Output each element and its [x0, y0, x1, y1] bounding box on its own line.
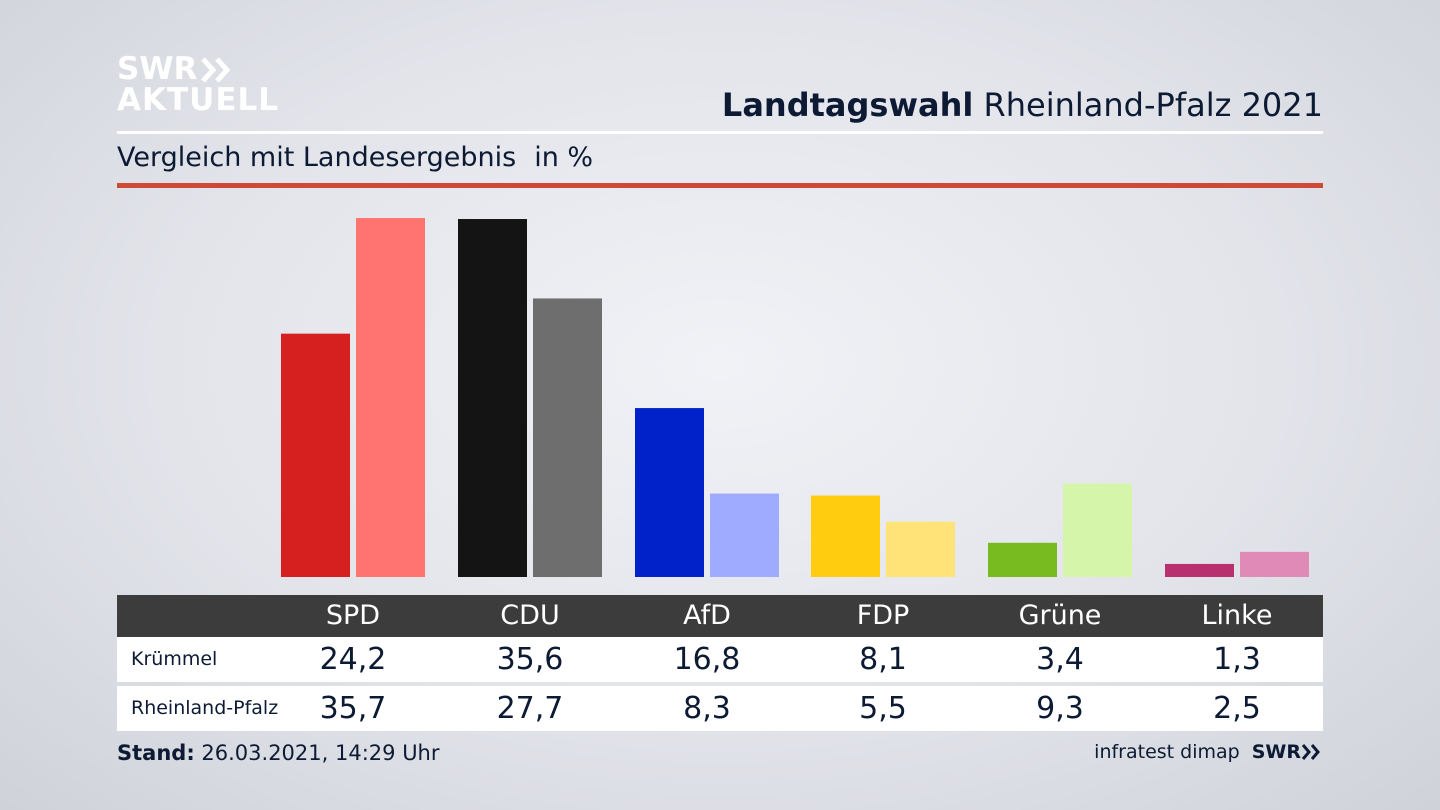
value-cell: 3,4: [1036, 642, 1084, 677]
title-bold: Landtagswahl: [721, 86, 974, 124]
value-cell: 24,2: [319, 642, 387, 677]
value-cell: 35,7: [319, 691, 387, 726]
bar-afd-kruemmel: [635, 408, 704, 577]
column-header-afd: AfD: [683, 600, 731, 631]
bar-linke-kruemmel: [1165, 563, 1234, 577]
bar-cdu-landesergebnis: [533, 298, 602, 577]
bar-linke-landesergebnis: [1240, 551, 1309, 577]
page-title: Landtagswahl Rheinland-Pfalz 2021: [722, 86, 1323, 124]
column-header-grüne: Grüne: [1018, 600, 1102, 631]
stand-value: 26.03.2021, 14:29 Uhr: [201, 741, 440, 765]
table-row: Krümmel 24,2 35,6 16,8 8,1 3,4 1,3: [117, 637, 1323, 682]
swr-brand: SWR: [1252, 741, 1323, 763]
value-cell: 16,8: [673, 642, 741, 677]
logo-text-aktuell: AKTUELL: [117, 82, 280, 118]
subtitle-divider: [117, 183, 1323, 188]
bar-cdu-kruemmel: [458, 219, 527, 577]
bar-afd-landesergebnis: [710, 493, 779, 577]
row-label: Krümmel: [131, 648, 218, 670]
header-divider: [117, 131, 1323, 134]
value-cell: 9,3: [1036, 691, 1084, 726]
subtitle-text: Vergleich mit Landesergebnis: [117, 142, 517, 173]
title-rest: Rheinland-Pfalz 2021: [983, 86, 1323, 124]
bar-grüne-landesergebnis: [1063, 483, 1132, 577]
source-text: infratest dimap: [1094, 741, 1240, 763]
logo-text-swr: SWR: [117, 51, 198, 87]
chart-subtitle: Vergleich mit Landesergebnis in %: [117, 142, 593, 173]
value-cell: 35,6: [496, 642, 564, 677]
bar-spd-landesergebnis: [356, 218, 425, 577]
swr-aktuell-logo: SWR AKTUELL: [117, 54, 279, 116]
column-header-cdu: CDU: [500, 600, 560, 631]
results-table: SPD CDU AfD FDP Grüne Linke Krümmel 24,2 35,6 1…: [117, 595, 1323, 731]
column-header-linke: Linke: [1201, 600, 1273, 631]
double-chevron-icon: [1301, 744, 1320, 760]
double-chevron-icon: [201, 56, 231, 83]
value-cell: 2,5: [1213, 691, 1261, 726]
swr-brand-text: SWR: [1251, 741, 1301, 763]
value-cell: 5,5: [859, 691, 907, 726]
value-cell: 8,1: [859, 642, 907, 677]
timestamp: Stand: 26.03.2021, 14:29 Uhr: [117, 741, 440, 765]
bar-fdp-landesergebnis: [886, 521, 955, 577]
subtitle-unit: in %: [534, 142, 594, 173]
source-credit: infratest dimap SWR: [1094, 741, 1323, 763]
value-cell: 8,3: [683, 691, 731, 726]
value-cell: 27,7: [496, 691, 564, 726]
row-label: Rheinland-Pfalz: [131, 697, 279, 719]
column-header-fdp: FDP: [856, 600, 910, 631]
bar-chart: [281, 218, 1309, 577]
bar-grüne-kruemmel: [988, 542, 1057, 577]
table-header: SPD CDU AfD FDP Grüne Linke: [117, 595, 1323, 637]
bar-fdp-kruemmel: [811, 495, 880, 577]
stand-label: Stand:: [117, 741, 195, 765]
bar-spd-kruemmel: [281, 333, 350, 577]
table-row: Rheinland-Pfalz 35,7 27,7 8,3 5,5 9,3 2,5: [117, 686, 1323, 731]
column-header-spd: SPD: [325, 600, 381, 631]
value-cell: 1,3: [1213, 642, 1261, 677]
